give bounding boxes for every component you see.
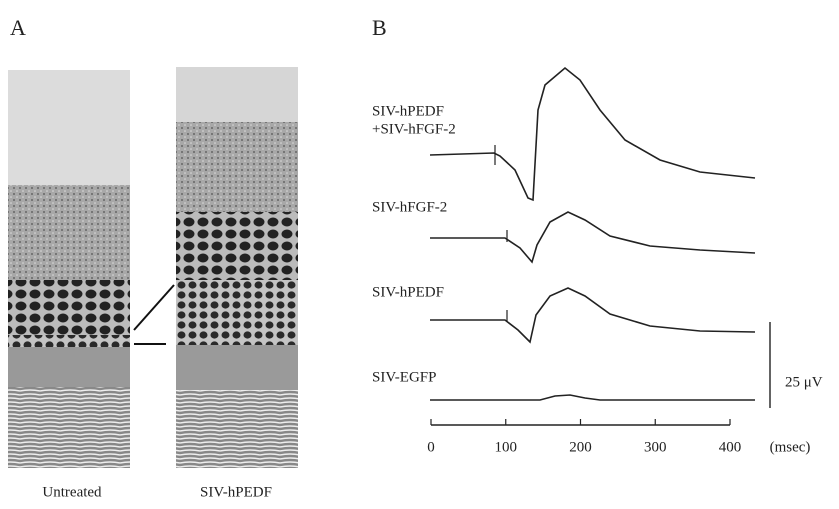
trace-label: SIV-hFGF-2 — [372, 199, 447, 215]
trace-label: SIV-hPEDF — [372, 284, 444, 300]
trace-label: +SIV-hFGF-2 — [372, 121, 456, 137]
trace-label: SIV-EGFP — [372, 369, 436, 385]
caption: Untreated — [42, 484, 102, 500]
scale-label: 25 μV — [785, 374, 823, 390]
erg-trace — [430, 211, 756, 264]
erg-trace — [430, 394, 755, 401]
erg-trace — [429, 66, 756, 202]
x-tick-label: 200 — [569, 439, 592, 455]
x-tick-label: 300 — [644, 439, 667, 455]
x-ticks: 0 100 200 300 400 — [427, 419, 741, 455]
panel-label: B — [372, 15, 387, 40]
trace-labels: SIV-hPEDF +SIV-hFGF-2 SIV-hFGF-2 SIV-hPEDF S… — [372, 103, 456, 385]
panel-label: A — [10, 15, 26, 40]
histology-image — [176, 67, 298, 468]
x-tick-label: 0 — [427, 439, 435, 455]
x-tick-label: 400 — [719, 439, 742, 455]
caption: SIV-hPEDF — [200, 484, 272, 500]
histology-image — [8, 70, 130, 468]
trace-label: SIV-hPEDF — [372, 103, 444, 119]
erg-trace — [430, 287, 756, 344]
x-tick-label: 100 — [495, 439, 518, 455]
connector — [133, 284, 175, 331]
x-unit: (msec) — [770, 439, 811, 455]
